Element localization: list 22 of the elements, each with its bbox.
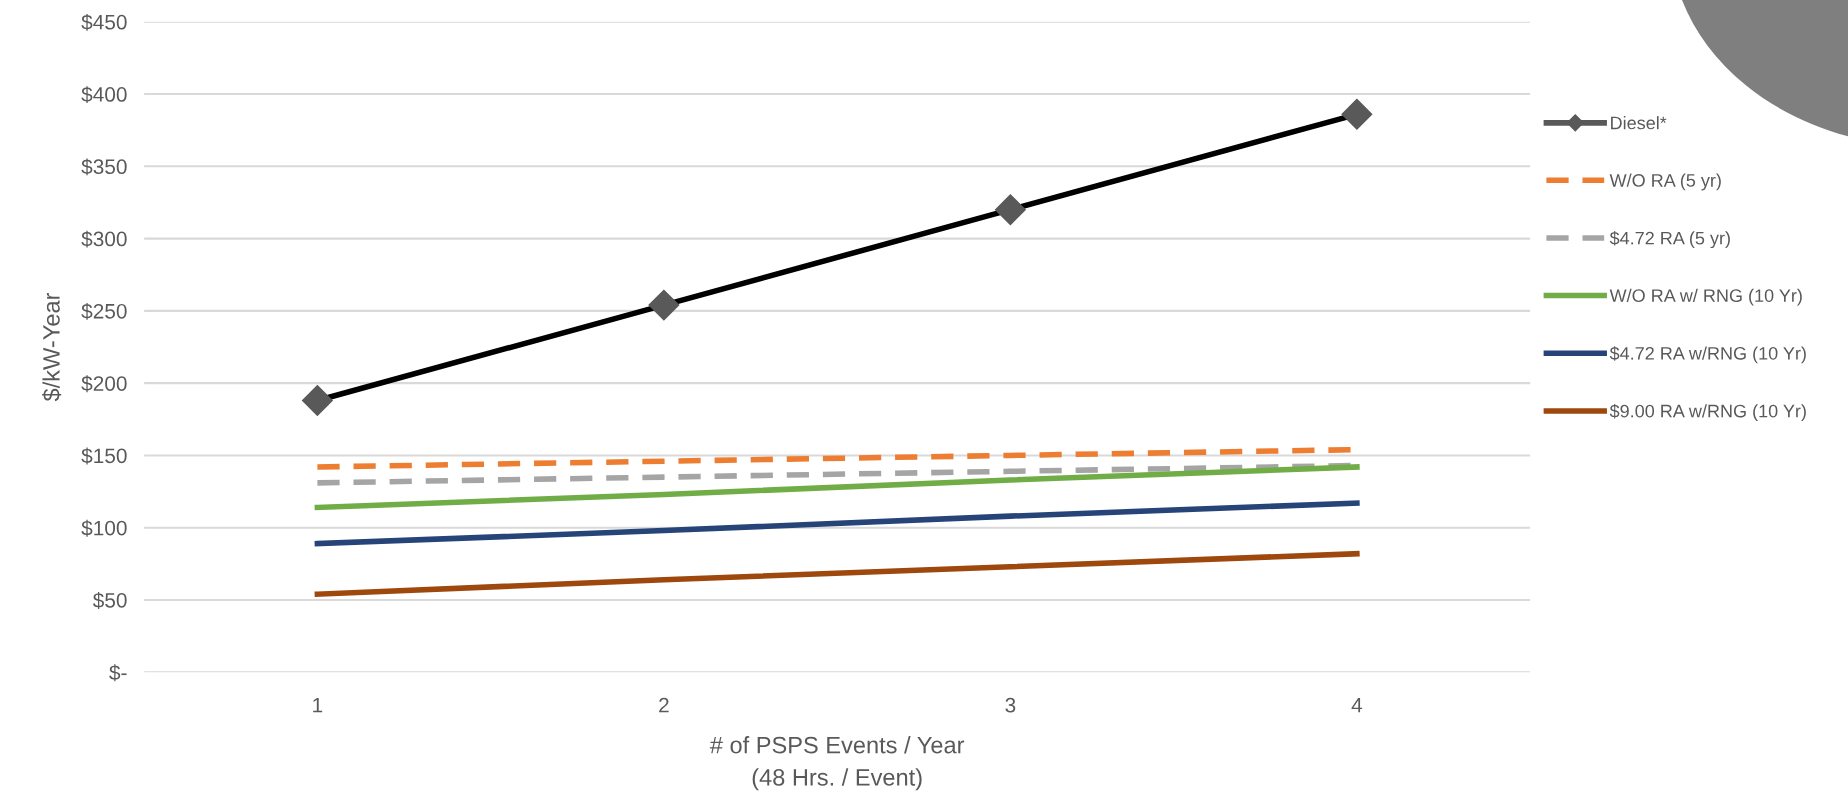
- x-tick-label: 1: [313, 698, 323, 713]
- legend-label: $4.72 RA (5 yr): [1609, 231, 1730, 249]
- legend-label: W/O RA (5 yr): [1609, 173, 1721, 191]
- y-tick-label: $350: [81, 158, 127, 176]
- y-tick-label: $50: [92, 592, 127, 609]
- y-tick-label: $400: [81, 86, 127, 104]
- y-axis-title: $/kW-Year: [42, 292, 62, 402]
- y-tick-label: $250: [81, 303, 127, 320]
- x-axis-title: # of PSPS Events / Year (48 Hrs. / Event): [709, 736, 965, 791]
- y-tick-label: $200: [81, 375, 127, 393]
- y-tick-label: $300: [81, 230, 127, 248]
- x-tick-label: 2: [659, 697, 669, 713]
- legend-label: Diesel*: [1611, 116, 1667, 130]
- x-tick-label: 4: [1351, 698, 1363, 713]
- y-tick-label: $450: [81, 13, 127, 31]
- x-tick-label: 3: [1005, 697, 1016, 713]
- legend-label: $9.00 RA w/RNG (10 Yr): [1609, 403, 1806, 422]
- y-tick-label: $-: [109, 664, 127, 682]
- y-tick-label: $100: [81, 519, 127, 537]
- legend-label: W/O RA w/ RNG (10 Yr): [1609, 288, 1802, 306]
- y-tick-label: $150: [81, 447, 127, 465]
- legend-label: $4.72 RA w/RNG (10 Yr): [1609, 346, 1806, 364]
